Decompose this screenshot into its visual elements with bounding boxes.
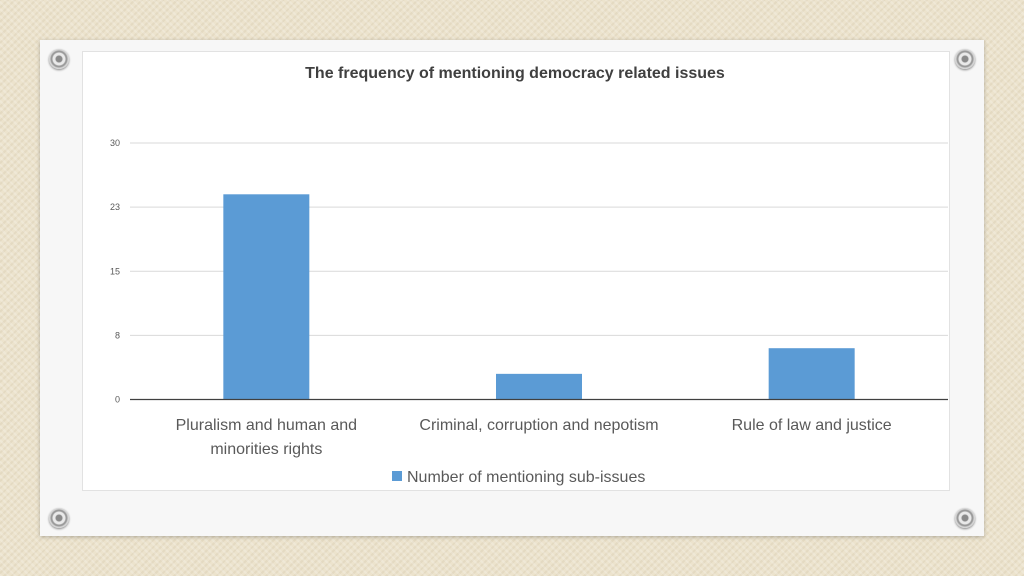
chart-title: The frequency of mentioning democracy re… <box>305 65 725 82</box>
legend-label: Number of mentioning sub-issues <box>407 469 645 486</box>
x-category-label: minorities rights <box>210 441 322 458</box>
y-tick-label: 15 <box>110 266 120 276</box>
y-tick-label: 30 <box>110 138 120 148</box>
x-category-label: Criminal, corruption and nepotism <box>419 417 658 434</box>
y-tick-label: 0 <box>115 395 120 405</box>
y-tick-label: 23 <box>110 202 120 212</box>
bar <box>496 373 582 400</box>
bar <box>223 194 310 400</box>
pin-icon <box>49 508 69 528</box>
legend-swatch <box>392 471 402 481</box>
x-category-label: Pluralism and human and <box>176 417 357 434</box>
bar <box>768 348 855 400</box>
pin-icon <box>49 49 69 69</box>
x-category-label: Rule of law and justice <box>732 417 892 434</box>
pin-icon <box>955 508 975 528</box>
pin-icon <box>955 49 975 69</box>
y-tick-label: 8 <box>115 330 120 340</box>
